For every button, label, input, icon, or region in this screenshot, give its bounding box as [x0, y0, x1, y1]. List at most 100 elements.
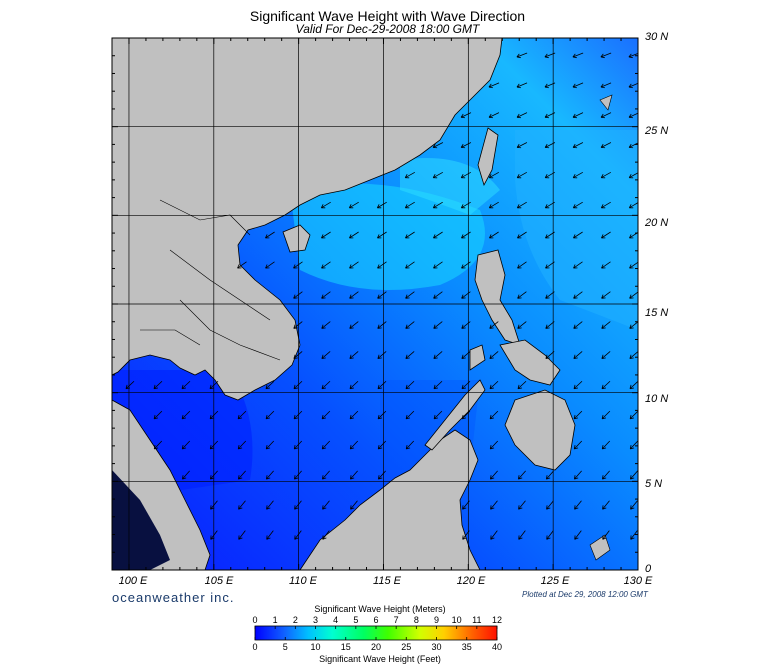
wave-arrow	[516, 112, 528, 119]
colorbar-feet-tick-label: 10	[310, 642, 321, 652]
wave-arrow	[181, 440, 191, 450]
lon-label-130e: 130 E	[623, 575, 653, 587]
wave-direction-arrows	[125, 52, 638, 540]
wave-arrow	[544, 82, 556, 89]
colorbar-feet-tick-label: 30	[431, 642, 442, 652]
hainan-island	[282, 224, 311, 253]
wave-arrow	[490, 530, 498, 540]
colorbar-feet-tick-label: 5	[282, 642, 288, 652]
wave-arrow	[601, 380, 611, 390]
wave-arrow	[238, 500, 246, 510]
wave-arrow	[294, 500, 302, 510]
wave-arrow	[489, 380, 499, 390]
wave-arrow	[517, 470, 526, 480]
wave-arrow	[489, 321, 499, 329]
colorbar-meter-tick-label: 5	[353, 615, 359, 625]
wave-arrow	[377, 291, 387, 299]
wave-arrow	[265, 231, 275, 239]
wave-arrow	[377, 440, 387, 450]
wave-arrow	[546, 500, 554, 510]
wave-arrow	[544, 201, 555, 209]
lon-label-100e: 100 E	[118, 575, 148, 587]
lon-label-115e: 115 E	[373, 575, 401, 587]
wave-arrow	[405, 380, 415, 390]
wave-arrow	[433, 231, 443, 239]
wave-arrow	[460, 142, 472, 149]
colorbar-feet-tick-label: 15	[340, 642, 351, 652]
wave-arrow	[573, 410, 583, 420]
lat-label-15n: 15 N	[645, 307, 669, 319]
colorbar-meter-tick-label: 7	[393, 615, 399, 625]
wave-arrow	[209, 410, 219, 420]
wave-arrow	[489, 440, 499, 450]
wave-arrow	[293, 440, 303, 450]
high-wave-zone	[290, 183, 485, 290]
wave-arrow	[517, 291, 527, 299]
wave-arrow	[433, 351, 443, 359]
lon-label-110e: 110 E	[289, 575, 317, 587]
wave-arrow	[628, 53, 638, 59]
wave-arrow	[545, 351, 555, 359]
wave-arrow	[377, 321, 387, 329]
wave-arrow	[545, 231, 555, 239]
wave-arrow	[544, 112, 556, 119]
wave-arrow	[405, 231, 415, 239]
colorbar-meter-tick-label: 8	[413, 615, 419, 625]
wave-arrow	[572, 201, 583, 209]
map-title: Significant Wave Height with Wave Direct…	[249, 8, 526, 24]
wave-arrow	[349, 380, 359, 390]
visayas-islands	[499, 339, 561, 386]
wave-arrow	[488, 112, 500, 119]
colorbar-meter-tick-label: 6	[373, 615, 379, 625]
wave-arrow	[237, 261, 247, 269]
lat-label-5n: 5 N	[645, 478, 663, 490]
wave-arrow	[461, 231, 471, 239]
country-borders	[140, 199, 281, 361]
lat-label-0: 0	[645, 563, 652, 575]
wave-arrow	[321, 321, 331, 329]
wave-arrow	[322, 500, 330, 510]
wave-arrow	[153, 380, 163, 390]
wave-arrow	[349, 410, 359, 420]
wave-arrow	[349, 440, 359, 450]
lat-label-30n: 30 N	[645, 31, 669, 43]
wave-arrow	[573, 261, 583, 269]
wave-arrow	[293, 261, 303, 269]
wave-arrow	[517, 231, 527, 239]
lat-label-20n: 20 N	[645, 217, 669, 229]
wave-arrow	[377, 410, 387, 420]
wave-arrow	[377, 351, 387, 359]
wave-arrow	[432, 171, 444, 179]
wave-arrow	[266, 530, 274, 540]
wave-arrow	[601, 351, 611, 359]
wave-arrow	[404, 201, 415, 209]
wave-arrow	[545, 291, 555, 299]
wave-arrow	[489, 410, 499, 420]
wave-arrow	[266, 500, 274, 510]
mindanao-island	[504, 389, 576, 471]
wave-arrow	[545, 321, 555, 329]
wave-arrow	[293, 351, 303, 359]
wave-arrow	[574, 530, 582, 540]
taiwan-island	[477, 127, 499, 187]
wave-arrow	[573, 231, 583, 239]
wave-arrow	[600, 112, 612, 119]
map-subtitle: Valid For Dec-29-2008 18:00 GMT	[295, 22, 480, 36]
wave-arrow	[600, 142, 612, 149]
wave-arrow	[376, 201, 387, 209]
plotted-timestamp: Plotted at Dec 29, 2008 12:00 GMT	[522, 590, 648, 599]
wave-arrow	[572, 171, 584, 179]
wave-arrow	[237, 410, 247, 420]
wave-arrow	[488, 201, 499, 209]
wave-arrow	[210, 500, 218, 510]
high-wave-zone-north	[400, 158, 500, 215]
wave-arrow	[321, 470, 330, 480]
wave-arrow	[293, 380, 303, 390]
ryukyu-islands	[599, 94, 613, 111]
wave-arrow	[489, 231, 499, 239]
wave-arrow	[461, 410, 471, 420]
wave-arrow	[321, 351, 331, 359]
wave-arrow	[544, 171, 556, 179]
wave-arrow	[238, 530, 246, 540]
wave-arrow	[432, 142, 444, 149]
